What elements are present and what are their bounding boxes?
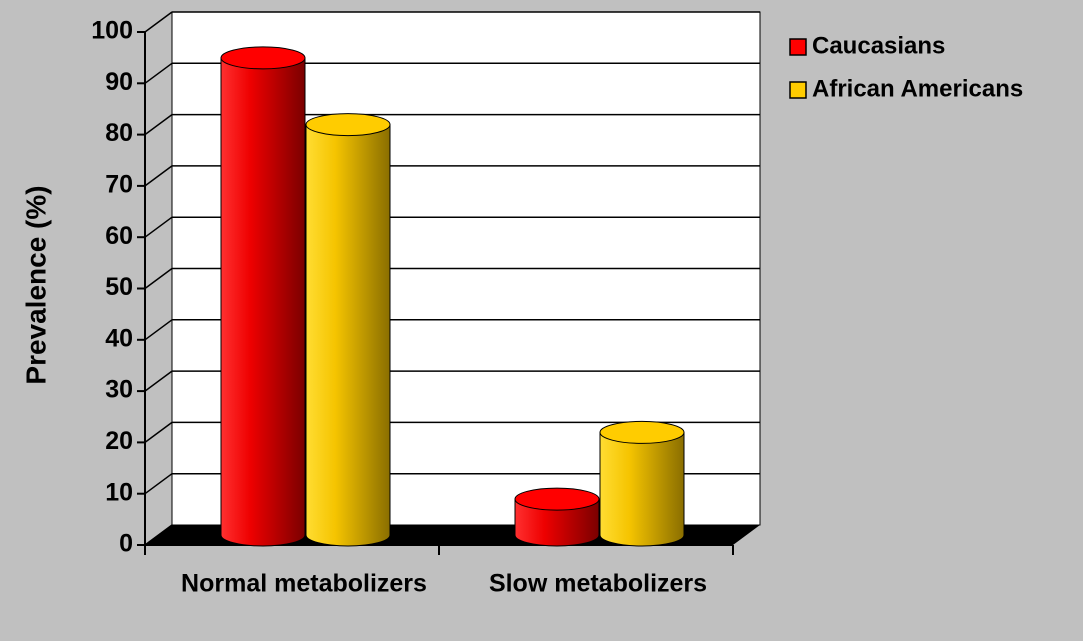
side-line xyxy=(144,11,173,33)
cylinder xyxy=(599,420,685,547)
y-tick-label: 90 xyxy=(105,68,133,96)
bar-top xyxy=(514,487,600,511)
bar xyxy=(599,431,685,547)
side-line xyxy=(144,62,173,84)
y-axis-title: Prevalence (%) xyxy=(20,185,51,384)
cylinder xyxy=(220,46,306,547)
side-line xyxy=(144,319,173,341)
legend-label: African Americans xyxy=(812,75,1023,102)
y-tick-label: 50 xyxy=(105,273,133,301)
x-tick-label: Slow metabolizers xyxy=(489,570,707,598)
cylinder xyxy=(514,487,600,547)
y-tick-label: 0 xyxy=(119,530,133,558)
y-tick-label: 70 xyxy=(105,171,133,199)
legend-swatch xyxy=(789,38,807,56)
y-tick-label: 40 xyxy=(105,324,133,352)
bar xyxy=(220,57,306,547)
side-line xyxy=(144,216,173,238)
cylinder xyxy=(305,113,391,547)
side-line xyxy=(144,113,173,136)
y-tick-label: 30 xyxy=(105,376,133,404)
bar xyxy=(514,498,600,547)
side-line xyxy=(144,421,173,444)
x-tick-label: Normal metabolizers xyxy=(181,570,427,598)
bar-top xyxy=(305,113,391,137)
legend-label: Caucasians xyxy=(812,32,945,59)
y-tick-label: 80 xyxy=(105,119,133,147)
y-tick-label: 20 xyxy=(105,427,133,455)
bar-top xyxy=(220,46,306,70)
side-line xyxy=(144,267,173,290)
y-tick-label: 10 xyxy=(105,478,133,506)
legend-swatch xyxy=(789,81,807,99)
side-line xyxy=(144,370,173,392)
side-line xyxy=(144,165,173,187)
y-tick-label: 60 xyxy=(105,222,133,250)
side-line xyxy=(144,473,173,495)
bar-top xyxy=(599,420,685,444)
bar xyxy=(305,124,391,547)
side-line xyxy=(144,524,173,546)
y-tick-label: 100 xyxy=(91,17,133,45)
